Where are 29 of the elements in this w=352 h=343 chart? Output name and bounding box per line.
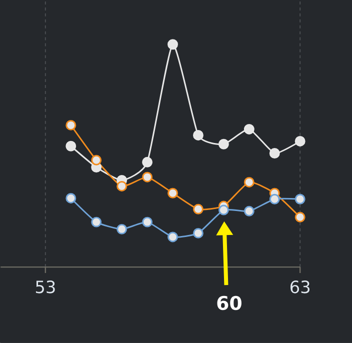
point (168, 39, 178, 50)
point (116, 181, 128, 192)
point (66, 140, 76, 152)
point (66, 193, 76, 204)
point (142, 172, 153, 182)
point (142, 156, 153, 168)
point (269, 194, 280, 204)
point (142, 216, 153, 228)
point (116, 224, 128, 234)
point (192, 204, 204, 214)
point (294, 212, 306, 222)
point (168, 188, 178, 198)
point (66, 120, 76, 130)
point (192, 228, 204, 238)
point (218, 138, 229, 150)
x-tick-label: 53 (36, 280, 55, 294)
point (192, 130, 204, 140)
x-tick-label: 63 (290, 280, 310, 294)
point (91, 154, 102, 166)
text: 60 (217, 296, 242, 310)
point (244, 206, 254, 216)
point (294, 194, 306, 204)
point (244, 124, 254, 134)
point (294, 136, 306, 147)
point (244, 177, 254, 188)
point (269, 148, 280, 159)
point (168, 232, 178, 242)
point (218, 204, 229, 216)
point (91, 216, 102, 228)
